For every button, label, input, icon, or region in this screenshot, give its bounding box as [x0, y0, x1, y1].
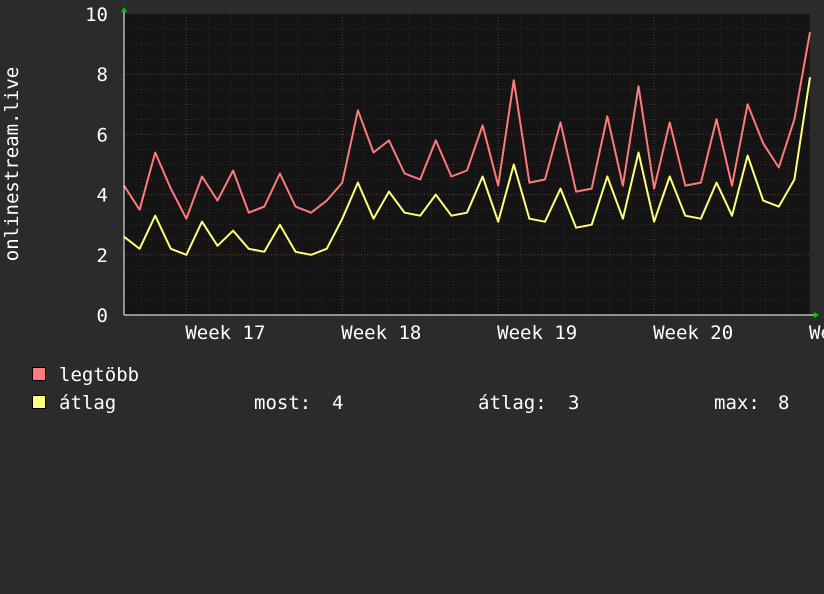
y-tick-label: 10 — [85, 4, 108, 26]
stat-avg-label: átlag: — [478, 392, 547, 414]
stat-now-value: 4 — [332, 392, 344, 414]
stat-avg-value: 3 — [568, 392, 580, 414]
x-tick-label: Week 20 — [653, 322, 733, 344]
y-tick-label: 2 — [97, 245, 108, 267]
legend-swatch-avg — [32, 395, 46, 409]
stat-max-value: 8 — [778, 392, 790, 414]
legend-label-avg: átlag — [59, 392, 117, 414]
x-tick-label: Week 17 — [185, 322, 265, 344]
y-tick-label: 6 — [97, 124, 108, 146]
legend-item-max: legtöbb — [32, 365, 139, 385]
legend-item-avg: átlag most: 4 átlag: 3 max: 8 — [32, 393, 822, 413]
x-tick-label: Week 18 — [341, 322, 421, 344]
x-axis-arrow-icon — [814, 312, 819, 318]
y-axis-arrow-icon — [121, 7, 127, 12]
legend-swatch-max — [32, 367, 46, 381]
x-tick-label: Week 21 — [809, 322, 824, 344]
chart-panel: 0 2 4 6 8 10 Week 17 Week 18 Week 19 Week 20 Week … — [1, 4, 824, 413]
series-line-avg — [123, 77, 811, 256]
y-tick-label: 8 — [97, 64, 108, 86]
stat-max-label: max: — [714, 392, 760, 414]
stat-now-label: most: — [254, 392, 312, 414]
y-axis-title: onlinestream.live — [1, 67, 23, 261]
chart-svg: 0 2 4 6 8 10 Week 17 Week 18 Week 19 Week 20 Week … — [1, 4, 824, 344]
legend-label-max: legtöbb — [59, 364, 140, 386]
series-line-max — [123, 31, 811, 220]
x-tick-label: Week 19 — [497, 322, 577, 344]
y-tick-label: 4 — [97, 185, 108, 207]
y-tick-label: 0 — [97, 305, 108, 327]
